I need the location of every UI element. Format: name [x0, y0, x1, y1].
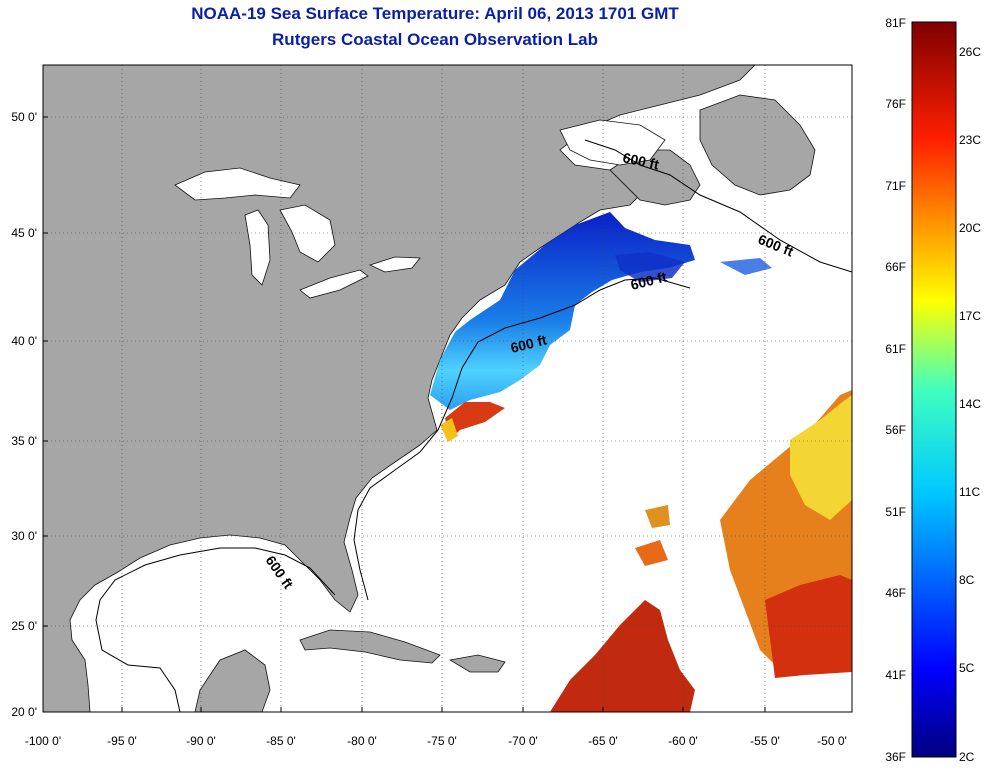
gulf-stream-warm-patch [445, 402, 505, 440]
yucatan-land [194, 649, 271, 712]
longitude-label: -75 0' [427, 734, 457, 748]
longitude-label: -80 0' [347, 734, 377, 748]
colorbar-celsius-label: 26C [959, 45, 981, 59]
isobath-contour-north [584, 139, 852, 273]
longitude-label: -95 0' [107, 734, 137, 748]
hispaniola-land [448, 654, 506, 673]
longitude-label: -50 0' [817, 734, 847, 748]
colorbar-fahrenheit-label: 71F [885, 179, 906, 193]
latitude-label: 45 0' [11, 226, 37, 240]
colorbar-fahrenheit-label: 36F [885, 750, 906, 764]
scattered-warm-patch [635, 540, 668, 566]
latitude-label: 40 0' [11, 334, 37, 348]
north-america-land [43, 65, 756, 712]
axis-ticks [43, 116, 766, 712]
colorbar-celsius-label: 20C [959, 221, 981, 235]
cold-sst-patch-east [720, 258, 772, 275]
graticule [43, 65, 852, 712]
colorbar-fahrenheit-label: 41F [885, 668, 906, 682]
colorbar-fahrenheit-label: 51F [885, 505, 906, 519]
colorbar-fahrenheit-label: 66F [885, 260, 906, 274]
longitude-label: -65 0' [588, 734, 618, 748]
colorbar-celsius-label: 23C [959, 133, 981, 147]
longitude-label: -60 0' [668, 734, 698, 748]
colorbar-fahrenheit-label: 61F [885, 342, 906, 356]
latitude-label: 30 0' [11, 529, 37, 543]
latitude-label: 25 0' [11, 619, 37, 633]
colorbar-celsius-label: 5C [959, 661, 975, 675]
isobath-contour-gulf [95, 547, 336, 712]
map-frame [42, 64, 853, 713]
lake-michigan [244, 209, 271, 286]
longitude-label: -100 0' [25, 734, 61, 748]
colorbar-fahrenheit-label: 46F [885, 586, 906, 600]
longitude-label: -70 0' [508, 734, 538, 748]
lake-huron [279, 204, 336, 263]
colorbar-celsius-label: 8C [959, 573, 975, 587]
longitude-label: -85 0' [266, 734, 296, 748]
colorbar-celsius-label: 2C [959, 750, 975, 764]
yellow-sst-region-east [790, 395, 852, 520]
lake-superior [174, 167, 301, 201]
latitude-label: 20 0' [11, 705, 37, 719]
temperature-colorbar [911, 21, 957, 758]
cold-sst-patch [615, 252, 685, 282]
newfoundland-land [699, 94, 816, 196]
scattered-warm-patch-2 [645, 505, 670, 528]
isobath-contour-east-coast [437, 277, 691, 431]
red-sst-region-east [765, 575, 852, 678]
colorbar-fahrenheit-label: 76F [885, 97, 906, 111]
colorbar-celsius-label: 11C [959, 485, 980, 499]
lake-ontario [368, 256, 421, 273]
isobath-label: 600 ft [621, 149, 660, 172]
colorbar-celsius-label: 17C [959, 309, 981, 323]
st-lawrence-gulf [559, 119, 666, 166]
map-subtitle: Rutgers Coastal Ocean Observation Lab [272, 30, 598, 49]
colorbar-celsius-label: 14C [959, 397, 981, 411]
colorbar-fahrenheit-label: 81F [885, 16, 906, 30]
warm-sst-region-south [550, 600, 695, 712]
latitude-label: 50 0' [11, 110, 37, 124]
longitude-label: -90 0' [186, 734, 216, 748]
latitude-label: 35 0' [11, 434, 37, 448]
lake-erie [299, 269, 369, 299]
gulf-stream-yellow-edge [440, 418, 458, 442]
cuba-land [299, 629, 441, 664]
colorbar-fahrenheit-label: 56F [885, 423, 906, 437]
isobath-contour-southeast [353, 429, 439, 601]
longitude-label: -55 0' [750, 734, 780, 748]
map-title: NOAA-19 Sea Surface Temperature: April 0… [191, 4, 679, 23]
